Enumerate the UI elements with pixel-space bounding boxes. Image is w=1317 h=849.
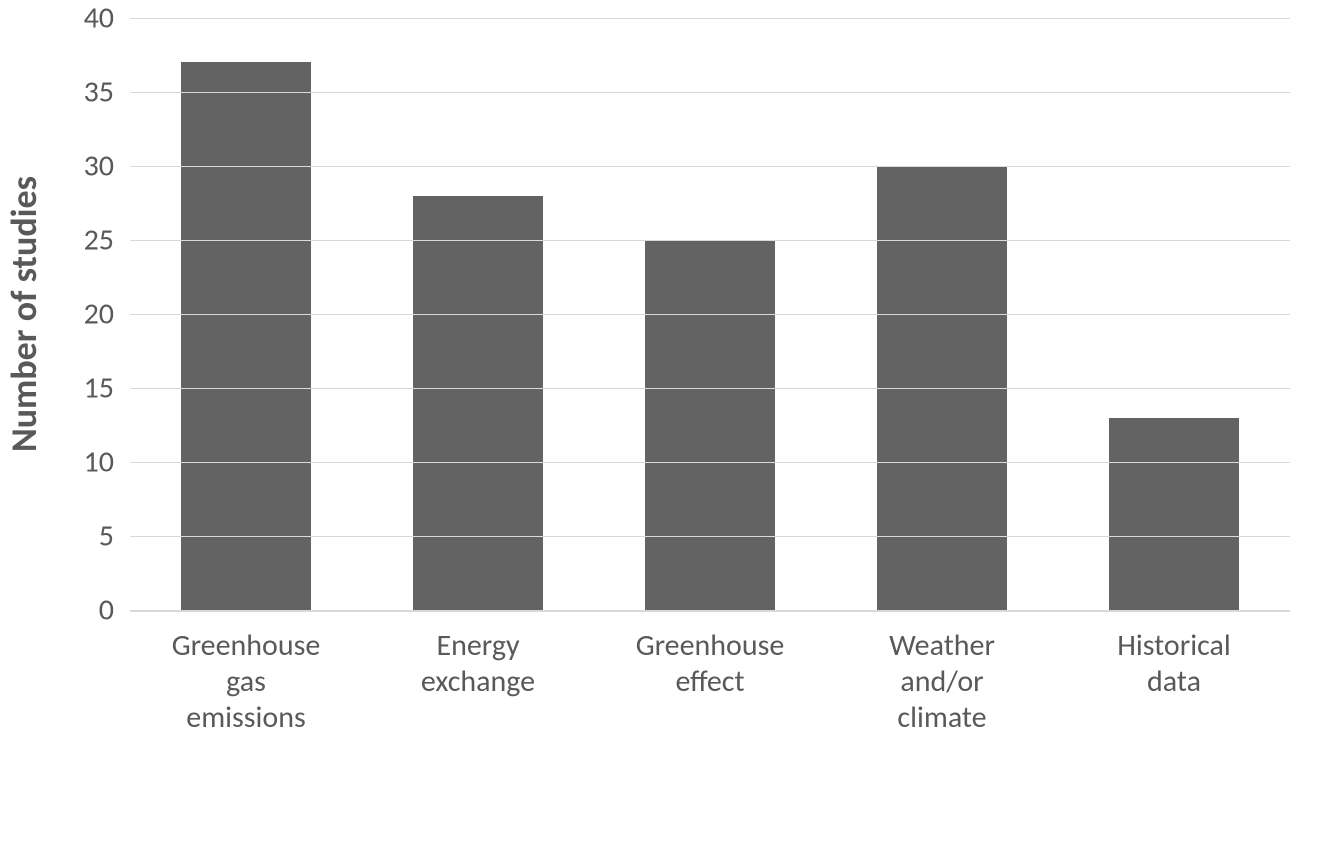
y-tick-label: 40 (84, 0, 114, 37)
grid-line (130, 92, 1290, 93)
grid-line (130, 388, 1290, 389)
y-tick-label: 5 (99, 518, 114, 555)
grid-line (130, 536, 1290, 537)
bar (413, 196, 543, 610)
y-tick-label: 35 (84, 74, 114, 111)
plot-area: 0510152025303540 (130, 18, 1290, 612)
grid-line (130, 314, 1290, 315)
bar-chart: Number of studies 0510152025303540 Green… (0, 0, 1317, 849)
x-tick-label: Energy exchange (362, 628, 594, 700)
grid-line (130, 240, 1290, 241)
y-tick-label: 0 (99, 592, 114, 629)
y-tick-label: 20 (84, 296, 114, 333)
y-tick-label: 10 (84, 444, 114, 481)
y-tick-label: 15 (84, 370, 114, 407)
grid-line (130, 18, 1290, 19)
bar (181, 62, 311, 610)
x-tick-label: Historical data (1058, 628, 1290, 700)
x-tick-label: Greenhouse gas emissions (130, 628, 362, 736)
grid-line (130, 166, 1290, 167)
y-tick-label: 30 (84, 148, 114, 185)
y-tick-label: 25 (84, 222, 114, 259)
bar (1109, 418, 1239, 610)
x-axis-labels: Greenhouse gas emissionsEnergy exchangeG… (130, 628, 1290, 736)
x-tick-label: Greenhouse effect (594, 628, 826, 700)
x-tick-label: Weather and/or climate (826, 628, 1058, 736)
bar (645, 240, 775, 610)
y-axis-title: Number of studies (2, 176, 46, 452)
grid-line (130, 462, 1290, 463)
